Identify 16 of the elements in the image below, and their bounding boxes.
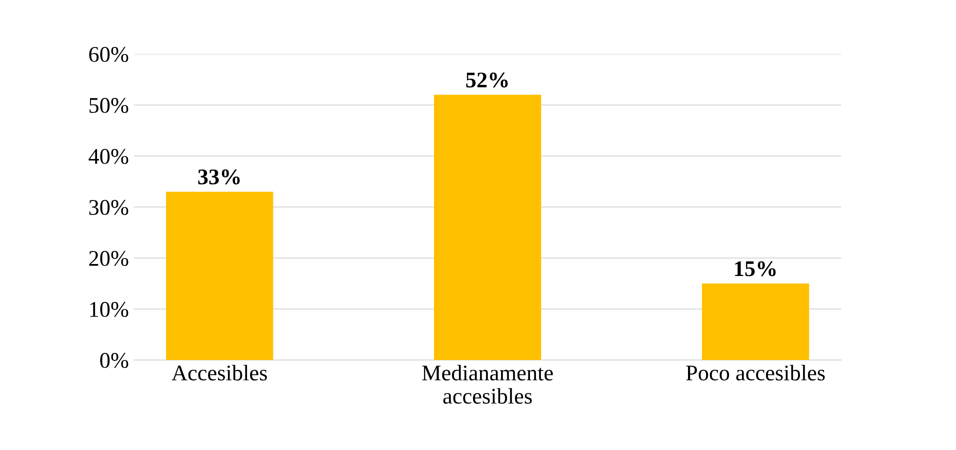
x-tick-label: Poco accesibles xyxy=(686,364,825,380)
y-tick-label: 20% xyxy=(89,250,128,266)
bar xyxy=(166,192,274,360)
data-label: 33% xyxy=(198,169,240,184)
y-tick-label: 50% xyxy=(90,98,128,113)
y-tick-label: 30% xyxy=(89,200,128,215)
y-tick-label: 10% xyxy=(90,302,128,317)
x-tick-label: Medianamente accesibles xyxy=(422,364,553,404)
bar xyxy=(702,284,810,360)
bar xyxy=(434,94,542,360)
y-tick-label: 40% xyxy=(88,148,128,164)
data-label: 15% xyxy=(735,261,776,276)
y-tick-label: 0% xyxy=(100,352,128,368)
x-tick-label: Accesibles xyxy=(172,364,267,380)
data-label: 52% xyxy=(466,72,508,88)
y-tick-label: 60% xyxy=(89,46,128,62)
